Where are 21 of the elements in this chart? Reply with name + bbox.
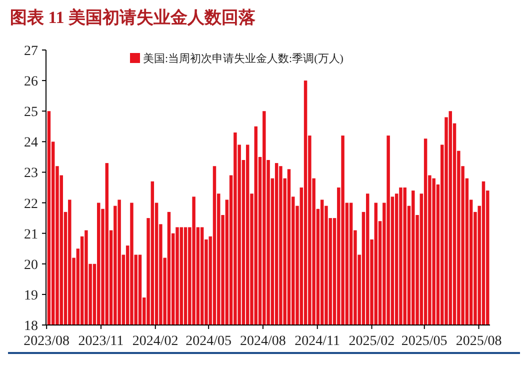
y-tick-label: 22	[24, 196, 38, 212]
y-tick-label: 18	[24, 319, 38, 334]
y-tick-label: 23	[24, 166, 38, 182]
y-tick-label: 24	[24, 136, 38, 151]
x-tick-label: 2024/02	[132, 334, 178, 349]
legend: 美国:当周初次申请失业金人数:季调(万人)	[130, 53, 344, 65]
y-tick-label: 19	[24, 288, 38, 304]
y-tick-label: 26	[24, 74, 38, 90]
x-tick-label: 2024/08	[240, 334, 286, 349]
y-tick-label: 25	[24, 105, 38, 120]
x-tick-label: 2023/08	[24, 334, 70, 349]
x-tick-label: 2025/08	[456, 334, 502, 349]
x-tick-label: 2025/02	[348, 334, 395, 349]
y-tick-label: 21	[24, 227, 38, 242]
y-tick-label: 27	[24, 44, 38, 59]
x-tick-label: 2023/11	[78, 334, 124, 349]
x-tick-label: 2024/11	[294, 334, 340, 349]
chart-title: 图表 11 美国初请失业金人数回落	[10, 8, 256, 27]
y-tick-label: 20	[24, 258, 38, 273]
x-tick-label: 2025/05	[401, 334, 448, 349]
x-tick-label: 2024/05	[186, 334, 232, 349]
